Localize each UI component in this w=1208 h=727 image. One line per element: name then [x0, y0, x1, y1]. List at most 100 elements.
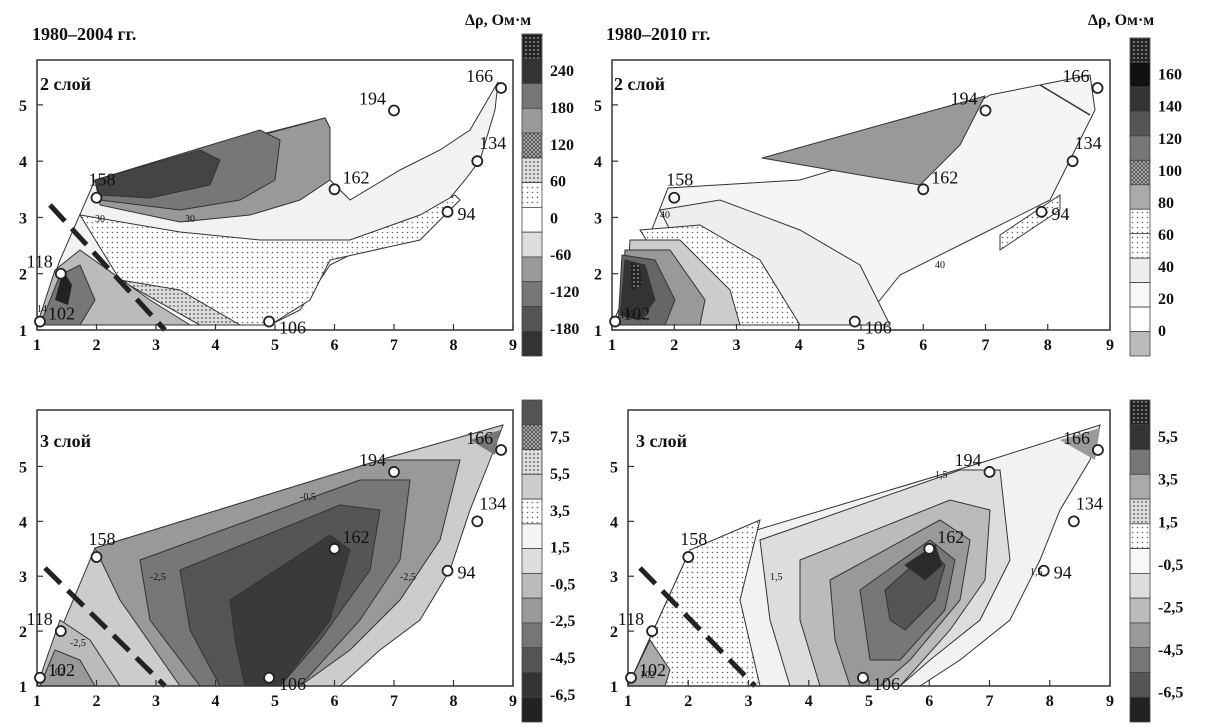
station-label: 94 [1052, 204, 1070, 224]
colorbar-swatch [1129, 159, 1151, 186]
colorbar-swatch [521, 647, 543, 673]
colorbar-tick-label: 80 [1158, 195, 1174, 212]
station-label: 134 [1075, 133, 1102, 153]
panel-2-contour-label-1: 40 [660, 210, 670, 221]
colorbar-swatch [521, 449, 543, 475]
station-label: 162 [343, 167, 370, 187]
station-marker [917, 183, 930, 196]
panel-1-cbar-title: Δρ, Ом·м [465, 12, 531, 29]
colorbar-swatch [521, 473, 543, 500]
x-tick-label: 9 [1106, 337, 1114, 354]
colorbar-swatch [1129, 424, 1151, 450]
colorbar-swatch [1129, 282, 1151, 308]
station-marker [495, 444, 508, 456]
x-tick-label: 1 [608, 337, 616, 354]
colorbar-swatch [521, 182, 543, 208]
x-tick-label: 8 [450, 693, 458, 710]
x-tick-label: 4 [212, 337, 220, 354]
colorbar-swatch [1129, 498, 1151, 525]
colorbar-tick-label: -4,5 [1158, 642, 1183, 659]
colorbar-swatch [1129, 86, 1151, 112]
colorbar-swatch [1129, 110, 1151, 137]
x-tick-label: 5 [865, 693, 873, 710]
station-marker [983, 466, 996, 478]
x-tick-label: 8 [1046, 693, 1054, 710]
station-label: 134 [479, 133, 506, 153]
colorbar-tick-label: 40 [1158, 259, 1174, 276]
colorbar-tick-label: 140 [1158, 99, 1182, 116]
x-tick-label: 5 [857, 337, 865, 354]
panel-2-period: 1980–2010 гг. [606, 24, 710, 44]
colorbar-swatch [1129, 233, 1151, 259]
station-marker [1037, 564, 1050, 577]
station-marker [1035, 205, 1048, 218]
colorbar-swatch [1129, 622, 1151, 649]
panel-1-contours [36, 81, 499, 326]
x-tick-label: 6 [331, 337, 339, 354]
colorbar-swatch [1129, 135, 1151, 161]
colorbar-tick-label: -4,5 [550, 650, 575, 667]
y-tick-label: 4 [594, 154, 602, 171]
x-tick-label: 6 [925, 693, 933, 710]
colorbar-tick-label: 5,5 [550, 466, 570, 483]
colorbar-tick-label: 3,5 [550, 503, 570, 520]
station-label: 106 [865, 318, 892, 338]
station-marker [54, 267, 67, 280]
colorbar-swatch [521, 399, 543, 426]
colorbar-swatch [1129, 306, 1151, 332]
y-tick-label: 5 [19, 459, 27, 476]
panel-3-stations: 166 194 134 158 162 94 118 106 102 [26, 428, 508, 694]
colorbar-swatch [1129, 62, 1151, 88]
colorbar-tick-label: -120 [550, 284, 579, 301]
colorbar-swatch [521, 281, 543, 307]
colorbar-tick-label: 1,5 [1158, 514, 1178, 531]
station-label: 106 [279, 318, 306, 338]
station-label: 166 [466, 428, 493, 448]
station-marker [90, 551, 103, 563]
station-marker [848, 315, 861, 328]
station-marker [1066, 155, 1079, 168]
panel-1-dashed-line [48, 203, 167, 332]
colorbar-swatch [521, 306, 543, 332]
colorbar-swatch [1129, 399, 1151, 426]
station-label: 118 [618, 609, 644, 629]
x-tick-label: 7 [390, 693, 398, 710]
x-tick-label: 7 [986, 693, 994, 710]
colorbar-tick-label: 3,5 [1158, 472, 1178, 489]
station-marker [923, 542, 936, 555]
station-marker [646, 625, 658, 638]
colorbar-tick-label: -6,5 [550, 687, 575, 704]
panel-4-colorbar: 5,5 3,5 1,5 -0,5 -2,5 -4,5 -6,5 [1129, 399, 1183, 723]
colorbar-swatch [1129, 257, 1151, 284]
panel-4-contour-label-3: 1,5 [1030, 567, 1043, 578]
station-marker [263, 315, 275, 328]
colorbar-swatch [1129, 548, 1151, 574]
panel-4-stations: 166 194 134 158 162 94 118 106 102 [618, 428, 1104, 694]
y-tick-label: 1 [594, 323, 602, 340]
colorbar-swatch [521, 548, 543, 574]
panel-2-contour-label-3: 102 [620, 310, 635, 321]
colorbar-swatch [521, 498, 543, 525]
y-tick-label: 4 [19, 514, 27, 531]
station-label: 102 [48, 660, 75, 680]
y-tick-label: 4 [19, 154, 27, 171]
panel-1-contour-label-2: 30 [95, 214, 105, 225]
station-marker [441, 564, 454, 577]
station-label: 102 [639, 660, 666, 680]
station-marker [495, 82, 508, 94]
colorbar-swatch [521, 132, 543, 159]
panel-3-layer: 3 слой [40, 431, 91, 451]
y-tick-label: 3 [19, 569, 27, 586]
colorbar-swatch [521, 672, 543, 698]
x-tick-label: 3 [152, 337, 160, 354]
colorbar-tick-label: -0,5 [1158, 557, 1183, 574]
x-tick-label: 1 [33, 693, 41, 710]
station-label: 158 [680, 529, 707, 549]
y-tick-label: 1 [610, 679, 618, 696]
panel-3-contour-label-5: 102 [50, 667, 65, 678]
station-label: 158 [89, 529, 116, 549]
